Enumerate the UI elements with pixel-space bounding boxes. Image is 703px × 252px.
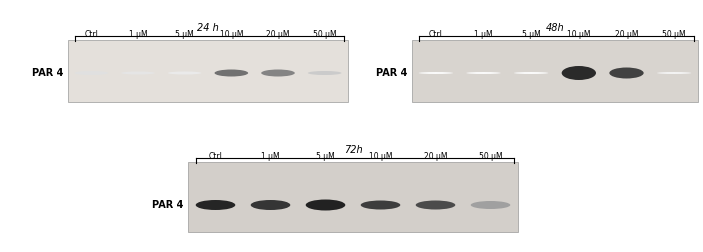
- Text: PAR 4: PAR 4: [375, 68, 407, 78]
- Text: 10 μM: 10 μM: [567, 30, 591, 39]
- Ellipse shape: [251, 200, 290, 210]
- Text: PAR 4: PAR 4: [152, 200, 183, 210]
- Ellipse shape: [514, 72, 548, 74]
- Ellipse shape: [195, 200, 236, 210]
- Ellipse shape: [306, 200, 345, 210]
- Ellipse shape: [214, 70, 248, 77]
- Text: Ctrl: Ctrl: [209, 152, 222, 161]
- Ellipse shape: [75, 71, 108, 75]
- Ellipse shape: [419, 72, 453, 74]
- Text: Ctrl: Ctrl: [84, 30, 98, 39]
- Text: 10 μM: 10 μM: [219, 30, 243, 39]
- Text: PAR 4: PAR 4: [32, 68, 63, 78]
- Ellipse shape: [471, 201, 510, 209]
- Bar: [412, 40, 698, 102]
- Bar: [68, 40, 348, 102]
- Text: 20 μM: 20 μM: [614, 30, 638, 39]
- Text: 1 μM: 1 μM: [475, 30, 493, 39]
- Text: Ctrl: Ctrl: [429, 30, 443, 39]
- Text: 50 μM: 50 μM: [662, 30, 686, 39]
- Text: 5 μM: 5 μM: [175, 30, 194, 39]
- Text: 50 μM: 50 μM: [313, 30, 337, 39]
- Ellipse shape: [657, 72, 691, 74]
- Text: 48h: 48h: [546, 23, 565, 33]
- Ellipse shape: [610, 68, 644, 79]
- Ellipse shape: [262, 70, 295, 77]
- Bar: [188, 162, 518, 232]
- Ellipse shape: [308, 71, 342, 75]
- Text: 1 μM: 1 μM: [129, 30, 148, 39]
- Ellipse shape: [168, 72, 202, 75]
- Text: 10 μM: 10 μM: [369, 152, 392, 161]
- Ellipse shape: [562, 66, 596, 80]
- Text: 72h: 72h: [344, 145, 362, 155]
- Text: 5 μM: 5 μM: [522, 30, 541, 39]
- Ellipse shape: [121, 72, 155, 75]
- Ellipse shape: [361, 201, 400, 209]
- Text: 24 h: 24 h: [197, 23, 219, 33]
- Ellipse shape: [466, 72, 501, 74]
- Text: 50 μM: 50 μM: [479, 152, 503, 161]
- Text: 20 μM: 20 μM: [424, 152, 447, 161]
- Text: 20 μM: 20 μM: [266, 30, 290, 39]
- Text: 1 μM: 1 μM: [262, 152, 280, 161]
- Text: 5 μM: 5 μM: [316, 152, 335, 161]
- Ellipse shape: [415, 201, 456, 209]
